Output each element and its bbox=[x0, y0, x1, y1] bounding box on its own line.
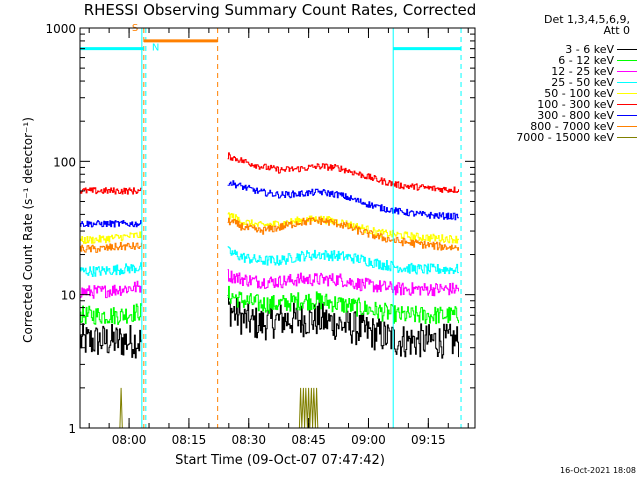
legend-title-line-2: Att 0 bbox=[603, 24, 630, 37]
datestamp: 16-Oct-2021 18:08 bbox=[560, 466, 636, 475]
legend-swatch bbox=[617, 82, 637, 83]
legend-swatch bbox=[617, 126, 637, 127]
legend-swatch bbox=[617, 60, 637, 61]
legend: 3 - 6 keV 6 - 12 keV 12 - 25 keV 25 - 50 ke… bbox=[470, 43, 640, 144]
y-tick-label: 10 bbox=[61, 289, 76, 303]
legend-item: 25 - 50 keV bbox=[470, 76, 640, 89]
x-tick-label: 08:45 bbox=[291, 433, 326, 447]
legend-swatch bbox=[617, 71, 637, 72]
x-tick-label: 08:00 bbox=[112, 433, 147, 447]
legend-item: 300 - 800 keV bbox=[470, 109, 640, 122]
chart-title: RHESSI Observing Summary Count Rates, Co… bbox=[83, 1, 477, 19]
legend-title-line-1: Det 1,3,4,5,6,9, bbox=[543, 13, 630, 26]
series-line-0 bbox=[80, 295, 459, 359]
legend-swatch bbox=[617, 104, 637, 105]
legend-swatch bbox=[617, 115, 637, 116]
x-tick-label: 09:15 bbox=[411, 433, 446, 447]
series-line-1 bbox=[80, 285, 459, 325]
plot-frame bbox=[79, 27, 476, 429]
legend-item: 12 - 25 keV bbox=[470, 65, 640, 78]
legend-swatch bbox=[617, 137, 637, 138]
series-line-2 bbox=[80, 269, 459, 299]
legend-item: 3 - 6 keV bbox=[470, 43, 640, 56]
legend-label: 800 - 7000 keV bbox=[530, 120, 614, 133]
legend-item: 50 - 100 keV bbox=[470, 87, 640, 100]
series-line-5 bbox=[80, 152, 459, 195]
x-tick-label: 08:15 bbox=[172, 433, 207, 447]
x-tick-label: 08:30 bbox=[231, 433, 266, 447]
series-line-7 bbox=[80, 216, 459, 253]
legend-item: 100 - 300 keV bbox=[470, 98, 640, 111]
x-axis-label: Start Time (09-Oct-07 07:47:42) bbox=[175, 453, 385, 468]
y-tick-label: 1 bbox=[68, 422, 76, 436]
series-line-3 bbox=[80, 246, 459, 277]
series-line-4 bbox=[80, 212, 459, 244]
legend-label: 3 - 6 keV bbox=[565, 43, 614, 56]
annotation-n: N bbox=[152, 42, 159, 53]
legend-label: 7000 - 15000 keV bbox=[516, 131, 614, 144]
x-tick-label: 09:00 bbox=[351, 433, 386, 447]
y-axis-label: Corrected Count Rate (s⁻¹ detector⁻¹) bbox=[21, 117, 35, 343]
legend-label: 100 - 300 keV bbox=[537, 98, 614, 111]
legend-label: 300 - 800 keV bbox=[537, 109, 614, 122]
series-line-8 bbox=[119, 387, 319, 429]
y-tick-label: 100 bbox=[53, 155, 76, 169]
legend-label: 12 - 25 keV bbox=[551, 65, 614, 78]
legend-item: 7000 - 15000 keV bbox=[470, 131, 640, 144]
y-tick-label: 1000 bbox=[45, 22, 76, 36]
legend-label: 25 - 50 keV bbox=[551, 76, 614, 89]
legend-label: 50 - 100 keV bbox=[544, 87, 614, 100]
legend-item: 6 - 12 keV bbox=[470, 54, 640, 67]
legend-swatch bbox=[617, 49, 637, 50]
legend-label: 6 - 12 keV bbox=[558, 54, 614, 67]
legend-item: 800 - 7000 keV bbox=[470, 120, 640, 133]
series-line-6 bbox=[80, 180, 459, 228]
legend-swatch bbox=[617, 93, 637, 94]
